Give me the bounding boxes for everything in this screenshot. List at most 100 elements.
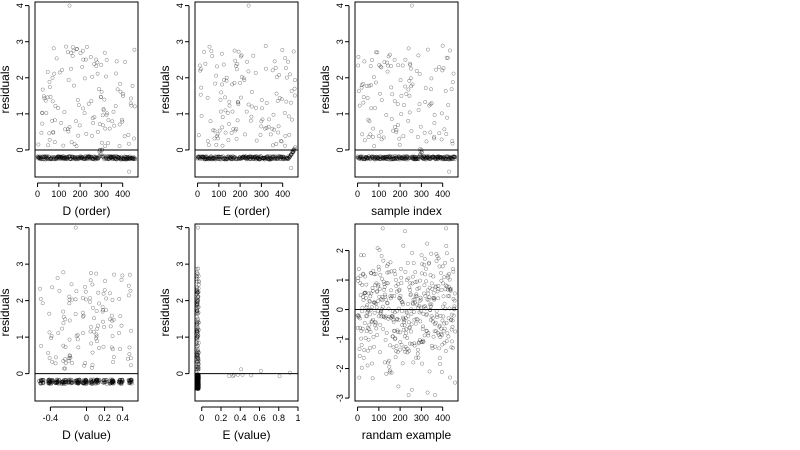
data-point bbox=[414, 292, 419, 297]
data-point bbox=[49, 334, 54, 338]
data-point bbox=[45, 70, 50, 74]
data-point bbox=[100, 123, 105, 128]
data-point bbox=[399, 281, 404, 285]
data-point bbox=[39, 378, 44, 383]
data-point bbox=[129, 96, 133, 101]
data-point bbox=[397, 330, 402, 335]
data-point bbox=[426, 297, 431, 302]
data-point bbox=[110, 298, 115, 302]
data-point bbox=[73, 225, 78, 230]
data-point bbox=[47, 85, 52, 89]
data-point bbox=[81, 314, 85, 319]
data-point bbox=[367, 299, 372, 304]
data-point bbox=[412, 343, 417, 348]
data-point bbox=[89, 99, 94, 104]
data-point bbox=[82, 363, 87, 368]
data-point bbox=[439, 137, 444, 142]
data-point bbox=[103, 144, 107, 149]
data-point bbox=[239, 95, 243, 100]
data-point bbox=[102, 325, 106, 329]
data-point bbox=[126, 283, 131, 288]
data-point bbox=[374, 50, 379, 55]
y-tick-label: 2 bbox=[175, 75, 185, 80]
data-point bbox=[422, 333, 427, 338]
x-tick-label: 0.2 bbox=[98, 413, 111, 423]
data-point bbox=[88, 278, 93, 283]
data-point bbox=[82, 111, 87, 115]
data-point bbox=[417, 102, 422, 107]
data-point bbox=[389, 370, 394, 375]
data-point bbox=[452, 298, 457, 303]
data-point bbox=[195, 376, 200, 381]
data-point bbox=[368, 270, 373, 275]
data-point bbox=[130, 83, 135, 88]
data-point bbox=[40, 87, 45, 92]
data-point bbox=[449, 312, 454, 317]
data-point bbox=[419, 271, 424, 276]
data-point bbox=[357, 316, 362, 321]
data-point bbox=[400, 361, 405, 366]
data-point bbox=[83, 57, 88, 62]
data-point bbox=[366, 291, 371, 296]
data-point bbox=[369, 291, 374, 296]
data-point bbox=[428, 130, 433, 135]
data-point bbox=[196, 365, 201, 370]
data-point bbox=[429, 281, 434, 286]
data-point bbox=[63, 317, 68, 322]
data-point bbox=[362, 138, 367, 143]
data-point bbox=[406, 320, 411, 325]
x-tick-label: 0.8 bbox=[272, 413, 285, 423]
y-axis-title: residuals bbox=[318, 288, 332, 336]
data-point bbox=[65, 50, 70, 54]
data-point bbox=[356, 89, 361, 94]
data-point bbox=[40, 111, 45, 116]
data-point bbox=[384, 330, 389, 335]
data-point bbox=[369, 305, 374, 310]
data-point bbox=[379, 253, 384, 258]
y-tick-label: 0 bbox=[175, 147, 185, 152]
x-tick-label: 0 bbox=[84, 413, 89, 423]
data-point bbox=[388, 260, 393, 265]
data-point bbox=[393, 277, 398, 282]
data-point bbox=[218, 109, 223, 114]
data-point bbox=[53, 104, 58, 108]
data-point bbox=[442, 321, 447, 326]
data-point bbox=[133, 157, 138, 162]
data-point bbox=[398, 78, 403, 83]
data-point bbox=[444, 244, 449, 248]
data-point bbox=[431, 274, 436, 279]
y-tick-label: 2 bbox=[335, 75, 345, 80]
data-point bbox=[447, 306, 452, 311]
data-point bbox=[410, 82, 415, 87]
data-point bbox=[214, 64, 219, 69]
data-point bbox=[401, 134, 406, 139]
x-tick-label: 100 bbox=[371, 413, 386, 423]
data-point bbox=[379, 65, 384, 70]
data-point bbox=[441, 66, 446, 71]
data-point bbox=[443, 349, 448, 353]
data-point bbox=[61, 381, 66, 386]
data-point bbox=[453, 380, 457, 385]
data-point bbox=[396, 330, 400, 334]
data-point bbox=[385, 301, 390, 306]
data-point bbox=[418, 124, 423, 129]
data-point bbox=[47, 137, 52, 142]
data-point bbox=[89, 365, 94, 370]
data-point bbox=[448, 286, 453, 291]
data-point bbox=[257, 154, 262, 159]
data-point bbox=[379, 309, 383, 313]
data-point bbox=[442, 326, 447, 331]
data-point bbox=[453, 155, 458, 160]
data-point bbox=[368, 132, 373, 137]
data-point bbox=[235, 100, 240, 104]
data-point bbox=[227, 99, 232, 104]
data-point bbox=[392, 293, 397, 298]
data-point bbox=[67, 337, 72, 342]
data-point bbox=[117, 296, 122, 301]
data-point bbox=[409, 66, 413, 71]
data-point bbox=[361, 298, 366, 302]
data-point bbox=[453, 329, 458, 334]
data-point bbox=[405, 336, 410, 340]
data-point bbox=[195, 299, 200, 304]
data-point bbox=[98, 152, 103, 157]
